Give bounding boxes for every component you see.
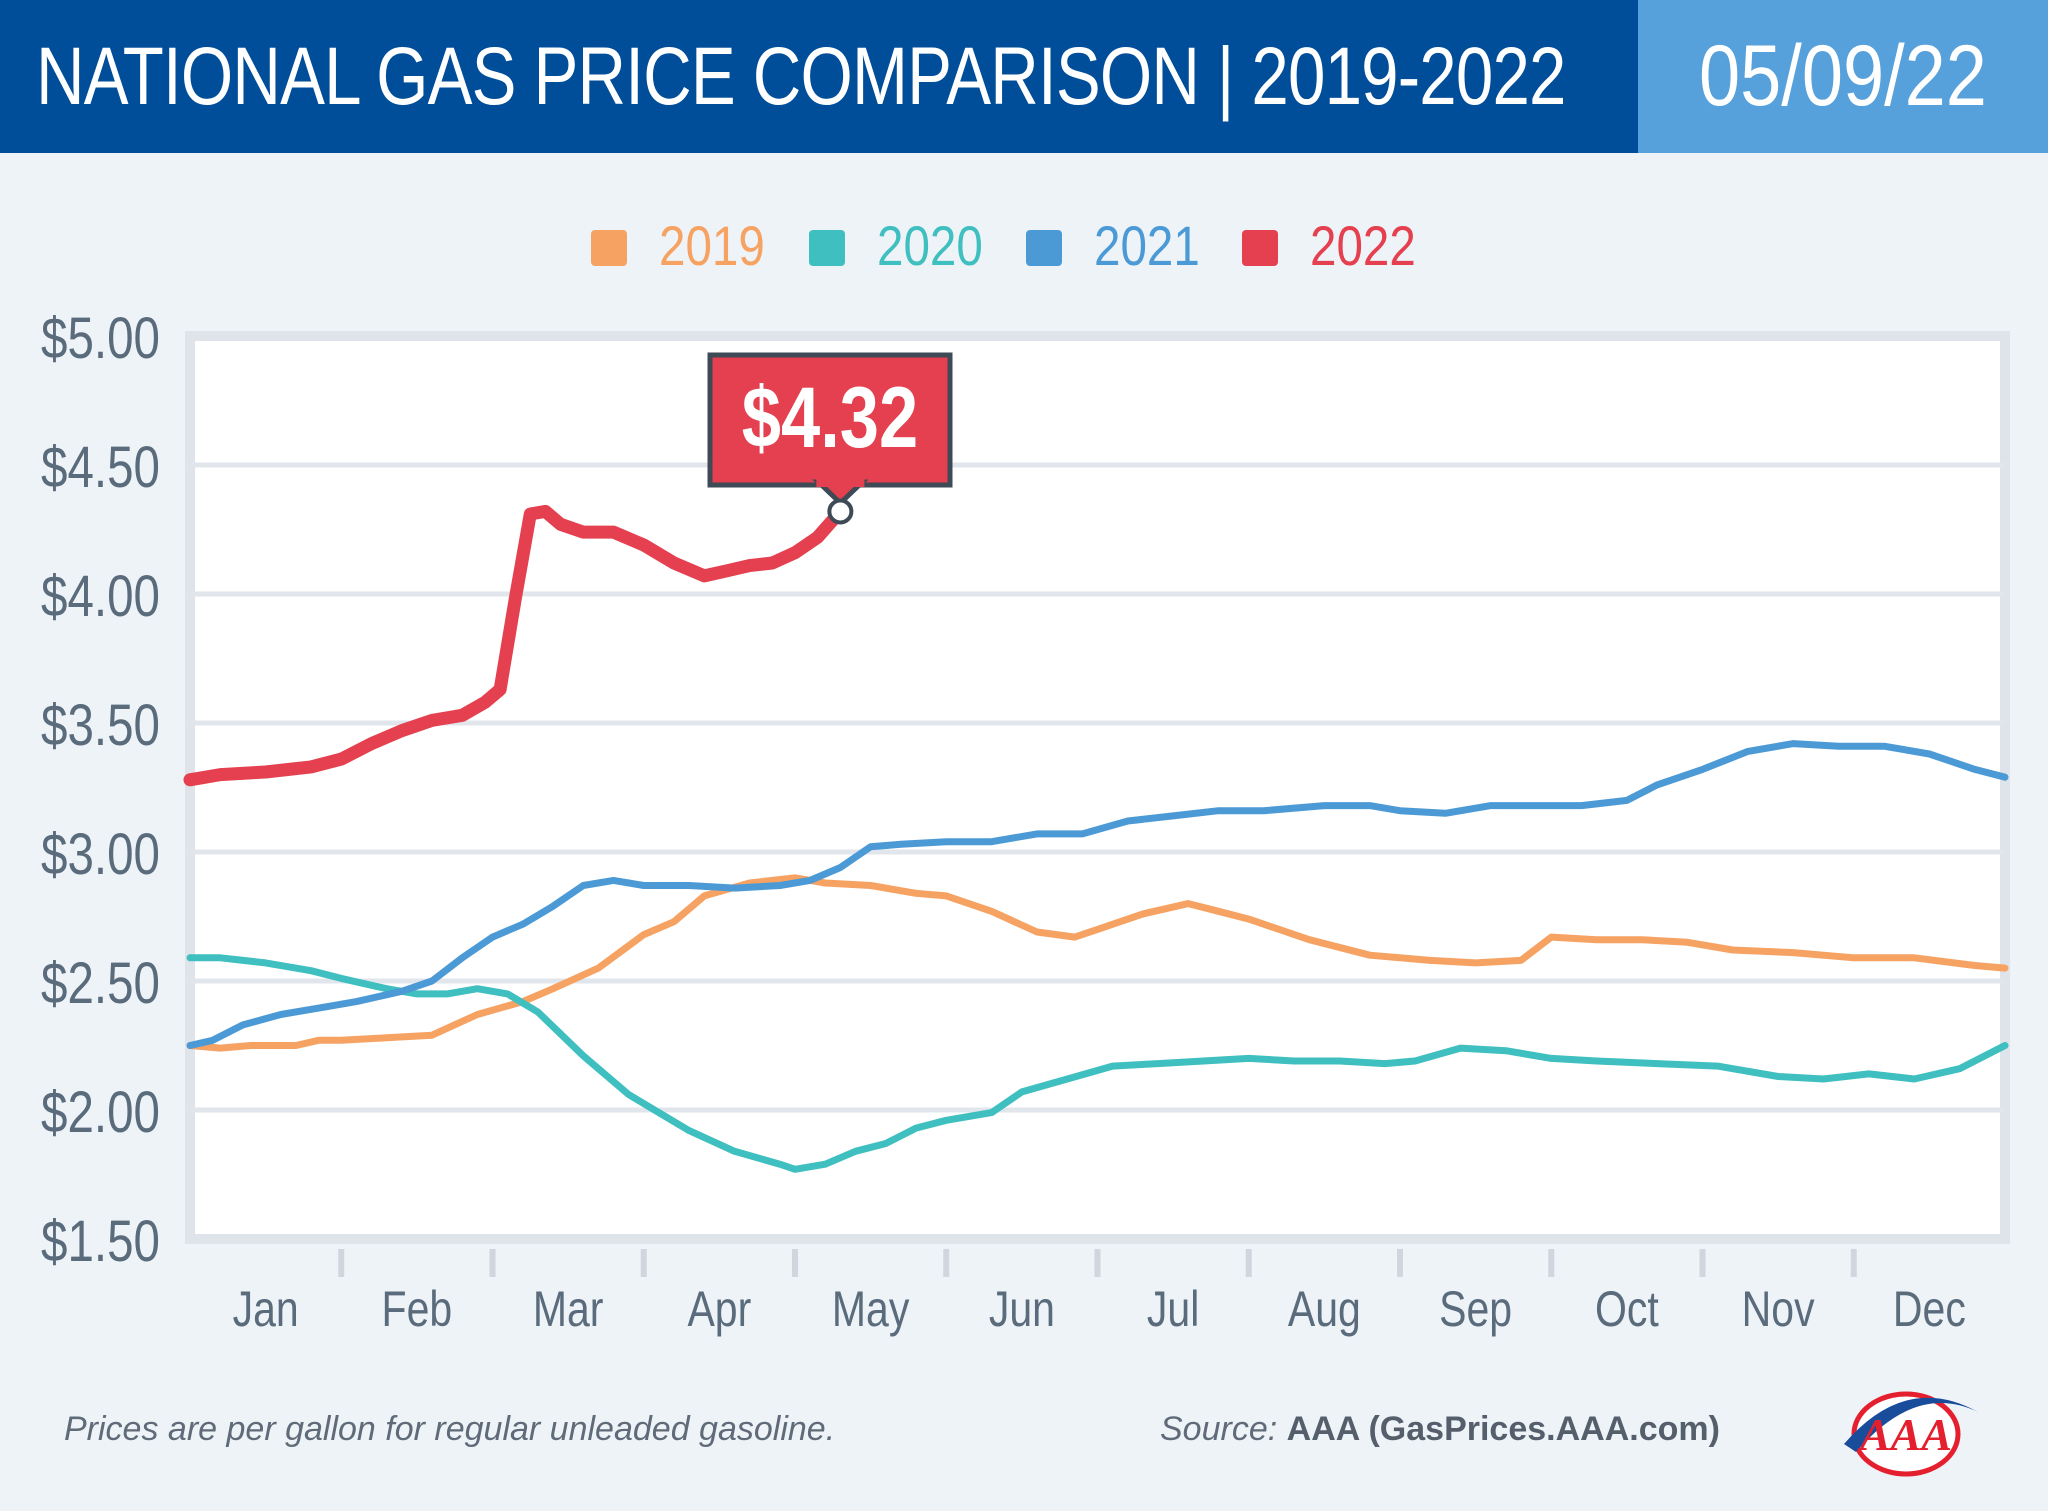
y-tick-label: $2.50 xyxy=(41,952,160,1017)
y-tick-label: $2.00 xyxy=(41,1081,160,1146)
legend-label-2021: 2021 xyxy=(1094,215,1200,277)
x-tick-label: May xyxy=(832,1281,910,1337)
aaa-logo: AAA xyxy=(1844,1391,1978,1477)
chart-legend: 2019 2020 2021 2022 xyxy=(591,215,1416,278)
y-tick-label: $5.00 xyxy=(41,307,160,372)
logo-text: AAA xyxy=(1857,1409,1952,1460)
y-axis: $5.00 $4.50 $4.00 $3.50 $3.00 $2.50 $2.00 $1.50 xyxy=(41,307,160,1275)
series-line-2021 xyxy=(186,740,2009,1049)
page-title: NATIONAL GAS PRICE COMPARISON | 2019-202… xyxy=(36,31,1566,122)
x-tick-label: Dec xyxy=(1893,1281,1966,1337)
legend-swatch-2022 xyxy=(1242,230,1278,266)
callout-box xyxy=(707,352,953,488)
legend-label-2022: 2022 xyxy=(1310,215,1416,277)
source-credit: Source: AAA (GasPrices.AAA.com) xyxy=(1160,1410,1720,1449)
x-tick-label: Mar xyxy=(533,1281,604,1337)
x-tick-label: Oct xyxy=(1595,1281,1659,1337)
legend-swatch-2020 xyxy=(809,230,845,266)
series-lines xyxy=(183,504,2009,1173)
source-label: Source: xyxy=(1160,1410,1278,1448)
footnote: Prices are per gallon for regular unlead… xyxy=(64,1410,836,1448)
price-callout: $4.32 xyxy=(707,352,953,525)
header-bar: NATIONAL GAS PRICE COMPARISON | 2019-202… xyxy=(0,0,2048,153)
series-line-2022 xyxy=(183,504,847,787)
source-value: AAA (GasPrices.AAA.com) xyxy=(1286,1410,1720,1448)
callout-pointer-mask xyxy=(816,477,865,487)
x-tick-label: Jun xyxy=(989,1281,1055,1337)
y-tick-label: $3.00 xyxy=(41,823,160,888)
x-tick-label: Apr xyxy=(687,1281,751,1337)
legend-swatch-2021 xyxy=(1026,230,1062,266)
date-label: 05/09/22 xyxy=(1699,28,1987,124)
y-tick-label: $4.00 xyxy=(41,565,160,630)
legend-swatch-2019 xyxy=(591,230,627,266)
x-tick-label: Feb xyxy=(382,1281,453,1337)
x-tick-label: Aug xyxy=(1288,1281,1361,1337)
x-tick-label: Jan xyxy=(233,1281,299,1337)
grid-lines xyxy=(190,462,2005,1113)
date-badge: 05/09/22 xyxy=(1638,0,2048,153)
y-tick-label: $3.50 xyxy=(41,694,160,759)
y-tick-label: $1.50 xyxy=(41,1210,160,1275)
legend-label-2019: 2019 xyxy=(659,215,765,277)
plot-area xyxy=(185,331,2010,1244)
y-tick-label: $4.50 xyxy=(41,436,160,501)
x-tick-label: Nov xyxy=(1742,1281,1815,1337)
callout-marker xyxy=(827,498,854,525)
x-tick-label: Jul xyxy=(1147,1281,1199,1337)
x-tick-label: Sep xyxy=(1439,1281,1512,1337)
legend-label-2020: 2020 xyxy=(877,215,983,277)
x-axis: Jan Feb Mar Apr May Jun Jul Aug Sep Oct Nov Dec xyxy=(233,1249,1966,1337)
series-line-2020 xyxy=(186,954,2009,1173)
callout-label: $4.32 xyxy=(742,369,918,465)
series-line-2019 xyxy=(186,874,2009,1052)
